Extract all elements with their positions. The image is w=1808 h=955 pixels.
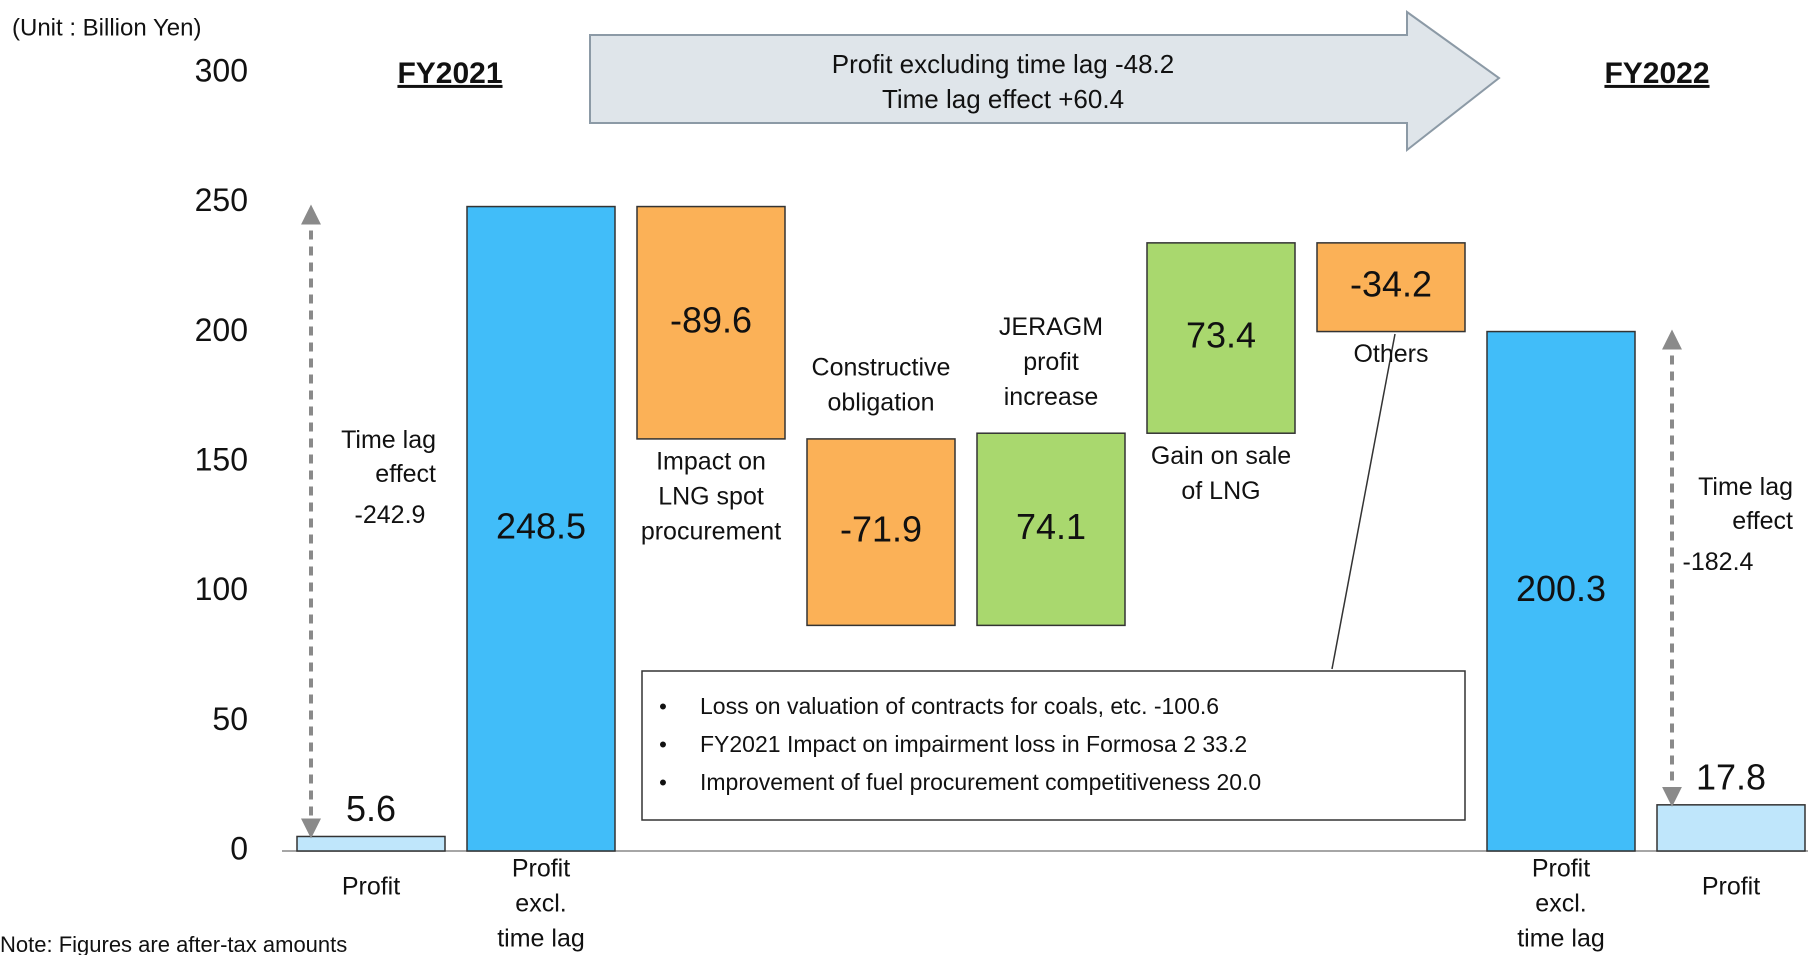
bar — [806, 438, 956, 627]
note-box — [641, 670, 1466, 821]
y-tick-label: 300 — [195, 52, 248, 88]
category-label: obligation — [827, 389, 934, 417]
category-label: time lag — [1517, 925, 1605, 953]
category-label: Profit — [1702, 873, 1760, 901]
period-label: FY2021 — [397, 57, 502, 90]
category-label: Others — [1353, 340, 1428, 368]
category-label: profit — [1023, 348, 1079, 376]
breakdown-item: Loss on valuation of contracts for coals… — [700, 693, 1219, 719]
bullet: • — [659, 694, 667, 719]
category-label: Profit — [1532, 855, 1590, 883]
category-label: Gain on sale — [1151, 442, 1291, 470]
category-label: of LNG — [1181, 477, 1260, 505]
value-label: 5.6 — [346, 788, 396, 829]
summary-arrow — [589, 10, 1501, 153]
y-tick-label: 50 — [212, 701, 248, 737]
time-lag-value: -242.9 — [355, 501, 426, 529]
category-label: excl. — [1535, 890, 1586, 918]
value-label: -89.6 — [670, 299, 752, 340]
breakdown-item: Improvement of fuel procurement competit… — [700, 769, 1261, 795]
category-label: time lag — [497, 925, 585, 953]
time-lag-label: Time lag — [1698, 473, 1793, 501]
y-tick-label: 200 — [195, 312, 248, 348]
period-label: FY2022 — [1604, 57, 1709, 90]
category-label: Profit — [342, 873, 400, 901]
y-tick-label: 100 — [195, 571, 248, 607]
category-label: Profit — [512, 855, 570, 883]
footnote: Note: Figures are after-tax amounts — [0, 932, 347, 955]
bar — [296, 835, 446, 852]
y-tick-label: 250 — [195, 182, 248, 218]
time-lag-value: -182.4 — [1683, 548, 1754, 576]
leader-line — [1331, 333, 1396, 670]
unit-label: (Unit : Billion Yen) — [12, 14, 201, 41]
bullet: • — [659, 770, 667, 795]
y-tick-label: 150 — [195, 441, 248, 477]
category-label: increase — [1004, 383, 1099, 411]
category-label: Impact on — [656, 448, 766, 476]
time-lag-label: Time lag — [341, 426, 436, 454]
category-label: LNG spot — [658, 483, 764, 511]
bar — [1486, 330, 1636, 852]
category-label: excl. — [515, 890, 566, 918]
bar — [1146, 242, 1296, 434]
bar — [636, 205, 786, 440]
summary-text: Profit excluding time lag -48.2 — [832, 49, 1175, 79]
time-lag-label: effect — [375, 460, 436, 488]
time-lag-label: effect — [1732, 507, 1793, 535]
bar — [976, 432, 1126, 627]
y-tick-label: 0 — [230, 830, 248, 866]
value-label: 200.3 — [1516, 568, 1606, 609]
value-label: -71.9 — [840, 509, 922, 550]
value-label: -34.2 — [1350, 264, 1432, 305]
value-label: 73.4 — [1186, 315, 1256, 356]
value-label: 248.5 — [496, 505, 586, 546]
breakdown-item: FY2021 Impact on impairment loss in Form… — [700, 731, 1247, 757]
value-label: 74.1 — [1016, 506, 1086, 547]
category-label: procurement — [641, 518, 781, 546]
bar — [466, 205, 616, 852]
value-label: 17.8 — [1696, 756, 1766, 797]
bar — [1656, 804, 1806, 852]
summary-text: Time lag effect +60.4 — [882, 84, 1124, 114]
category-label: JERAGM — [999, 313, 1103, 341]
bar — [1316, 242, 1466, 333]
category-label: Constructive — [812, 354, 951, 382]
bullet: • — [659, 732, 667, 757]
